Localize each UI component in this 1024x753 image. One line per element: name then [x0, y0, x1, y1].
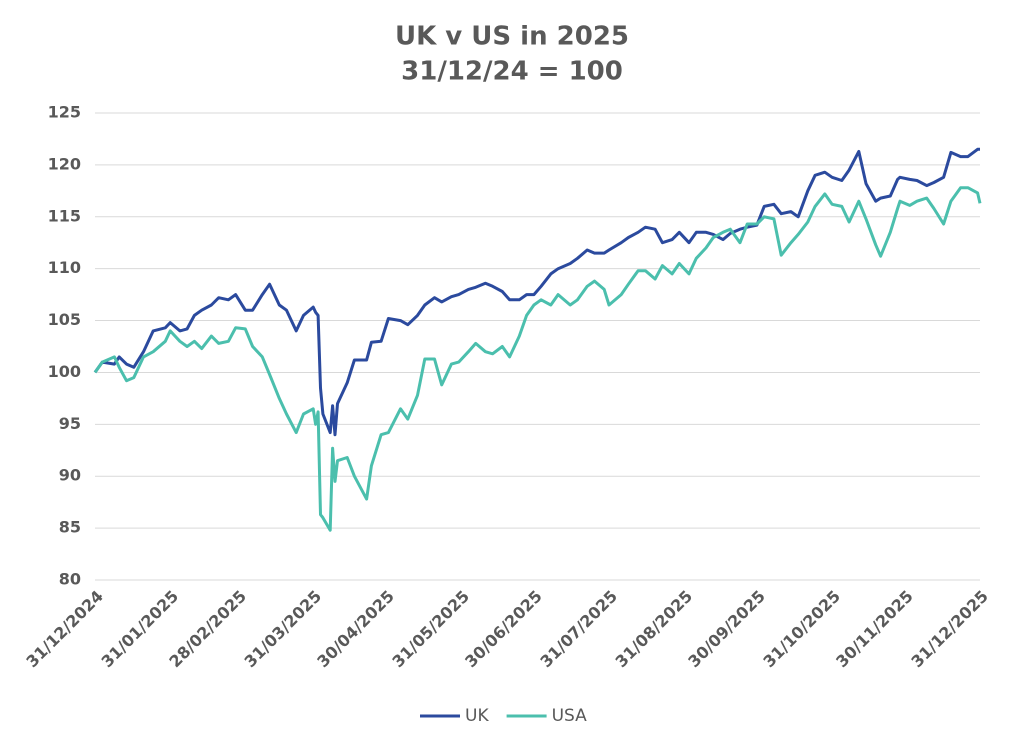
- x-tick-label: 31/03/2025: [241, 587, 326, 672]
- y-tick-label: 80: [59, 570, 81, 589]
- y-tick-label: 115: [48, 206, 81, 225]
- x-tick-label: 30/04/2025: [313, 587, 398, 672]
- x-tick-label: 31/10/2025: [759, 587, 844, 672]
- series-line: [93, 186, 982, 532]
- x-tick-label: 31/05/2025: [388, 587, 473, 672]
- series-line: [93, 147, 980, 437]
- y-tick-label: 100: [48, 362, 81, 381]
- y-tick-label: 125: [48, 103, 81, 122]
- x-tick-label: 30/06/2025: [461, 587, 546, 672]
- y-tick-label: 110: [48, 258, 81, 277]
- x-tick-label: 31/12/2025: [907, 587, 992, 672]
- y-tick-label: 90: [59, 466, 81, 485]
- x-tick-label: 30/11/2025: [832, 587, 917, 672]
- chart-title: UK v US in 2025: [395, 22, 629, 52]
- x-tick-label: 31/12/2024: [22, 587, 107, 672]
- legend-label: USA: [552, 706, 588, 726]
- x-tick-label: 31/08/2025: [612, 587, 697, 672]
- legend-label: UK: [465, 706, 489, 726]
- y-tick-label: 95: [59, 414, 81, 433]
- x-tick-label: 30/09/2025: [684, 587, 769, 672]
- x-tick-label: 31/07/2025: [536, 587, 621, 672]
- chart-subtitle: 31/12/24 = 100: [401, 57, 623, 87]
- y-tick-label: 85: [59, 518, 81, 537]
- y-tick-label: 120: [48, 154, 81, 173]
- y-tick-label: 105: [48, 310, 81, 329]
